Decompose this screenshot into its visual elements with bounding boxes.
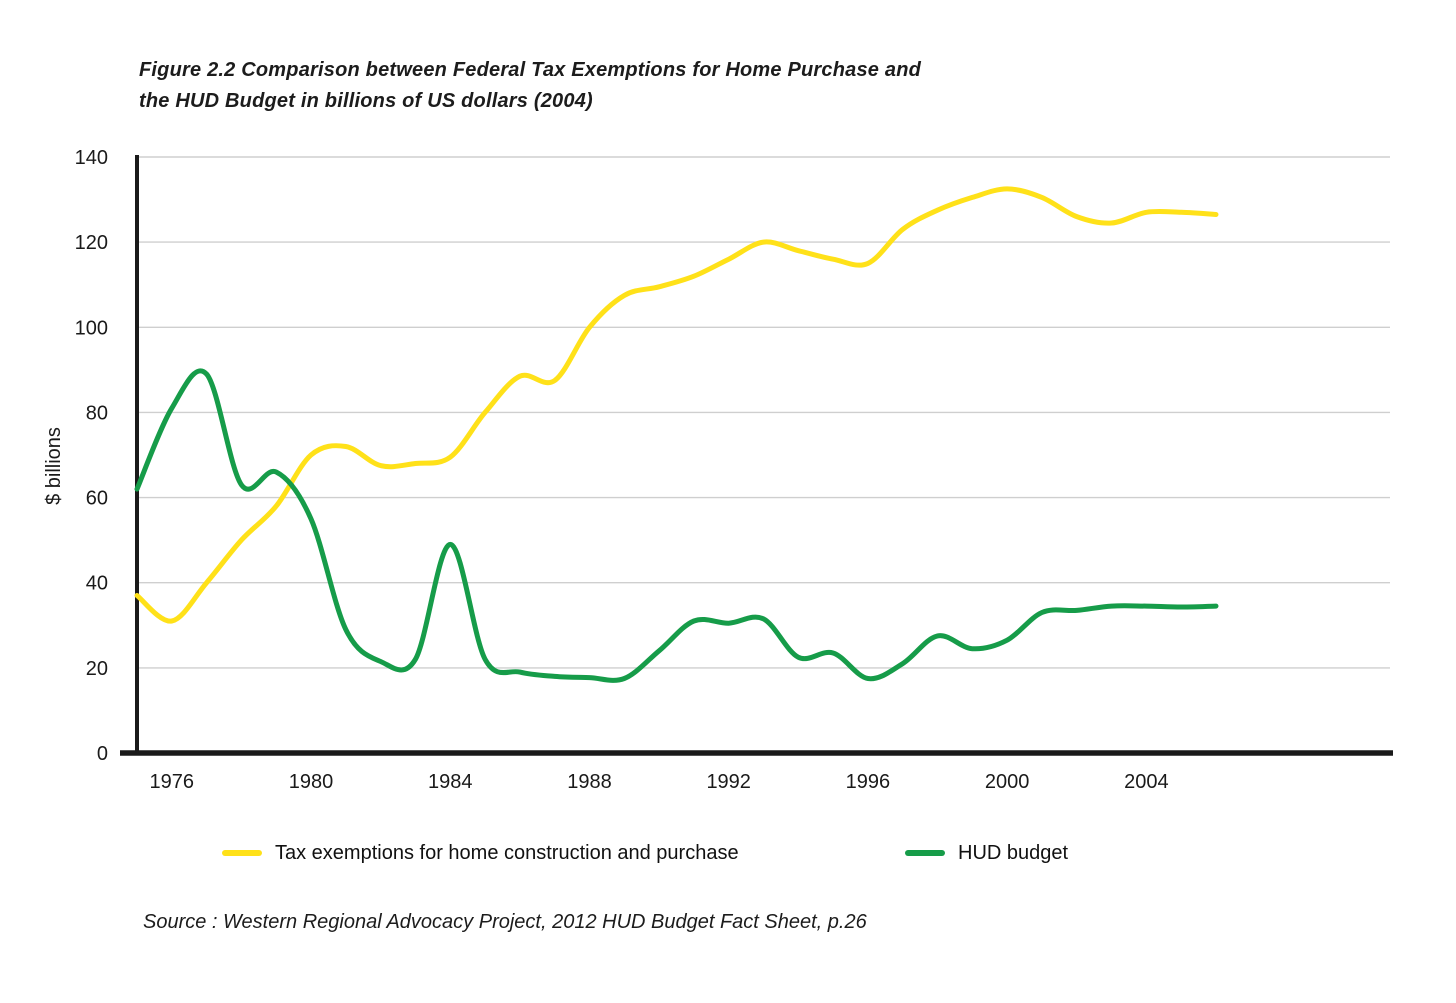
x-tick-label: 2000	[985, 771, 1030, 793]
x-tick-label: 1988	[567, 771, 612, 793]
legend-label-tax-exemptions: Tax exemptions for home construction and…	[275, 841, 739, 864]
y-tick-label: 20	[86, 658, 108, 680]
y-tick-label: 140	[75, 147, 108, 169]
series-line-tax-exemptions	[134, 186, 1219, 624]
y-tick-label: 60	[86, 488, 108, 510]
hud-budget-line-swatch	[905, 850, 945, 856]
y-tick-label: 0	[97, 743, 108, 765]
chart-legend: Tax exemptions for home construction and…	[0, 838, 1456, 868]
y-tick-label: 40	[86, 573, 108, 595]
x-tick-label: 1984	[428, 771, 473, 793]
line-chart: 0 20 40 60 80 100 120 140 1976 1980 1984 1988 1992 19…	[43, 147, 1393, 793]
x-tick-label: 2004	[1124, 771, 1169, 793]
y-axis-title: $ billions	[43, 427, 65, 505]
x-tick-label: 1976	[150, 771, 195, 793]
x-tick-label: 1992	[706, 771, 751, 793]
y-tick-label: 120	[75, 232, 108, 254]
x-tick-label: 1996	[846, 771, 891, 793]
source-citation: Source : Western Regional Advocacy Proje…	[143, 911, 867, 933]
legend-item-hud-budget: HUD budget	[905, 838, 1068, 868]
tax-exemptions-line-swatch	[222, 850, 262, 856]
figure-title: Figure 2.2 Comparison between Federal Ta…	[139, 55, 921, 117]
y-tick-label: 100	[75, 317, 108, 339]
figure-title-line1: Figure 2.2 Comparison between Federal Ta…	[139, 59, 922, 81]
y-tick-label: 80	[86, 402, 108, 424]
series-line-hud-budget	[134, 368, 1219, 683]
legend-label-hud-budget: HUD budget	[958, 841, 1069, 864]
legend-item-tax-exemptions: Tax exemptions for home construction and…	[222, 838, 739, 868]
x-tick-label: 1980	[289, 771, 334, 793]
figure-title-line2: the HUD Budget in billions of US dollars…	[139, 90, 593, 112]
